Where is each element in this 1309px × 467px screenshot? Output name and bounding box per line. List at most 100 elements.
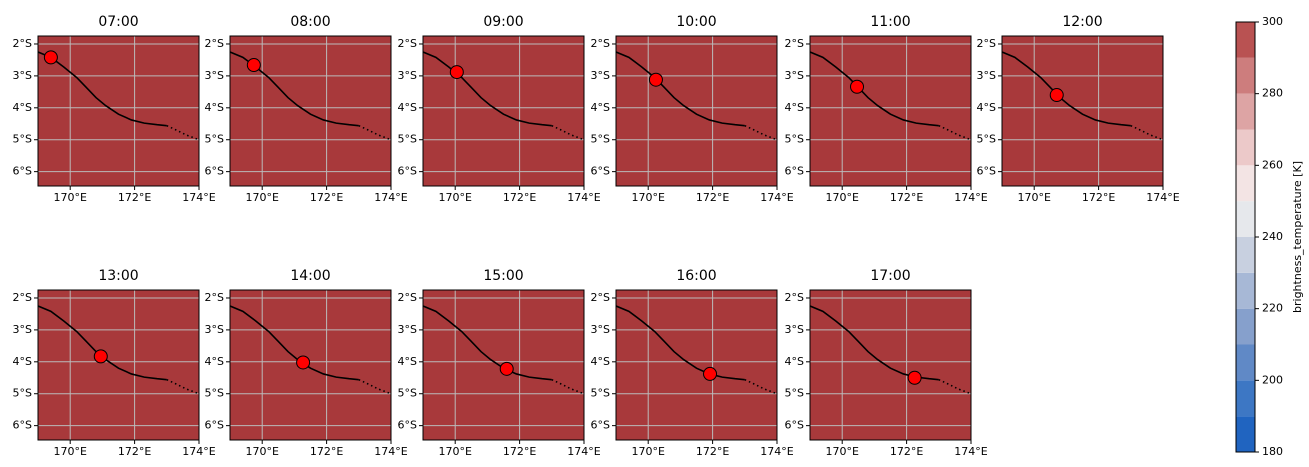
forecast-track-line — [551, 124, 584, 141]
y-tick-label: 2°S — [398, 37, 417, 50]
forecast-track-line — [938, 124, 971, 141]
panel-title: 16:00 — [676, 268, 716, 284]
colorbar-bin — [1236, 416, 1255, 452]
track-line — [810, 51, 939, 127]
x-tick-label: 174°E — [374, 191, 407, 204]
panel-title: 08:00 — [290, 14, 330, 30]
panel-title: 15:00 — [483, 268, 523, 284]
x-tick-label: 172°E — [1082, 191, 1115, 204]
x-tick-label: 170°E — [438, 191, 471, 204]
colorbar-bin — [1236, 237, 1255, 273]
x-tick-label: 172°E — [890, 445, 923, 458]
y-tick-label: 2°S — [205, 291, 224, 304]
x-tick-label: 172°E — [118, 445, 151, 458]
y-tick-label: 2°S — [977, 37, 996, 50]
y-tick-label: 4°S — [205, 355, 224, 368]
y-tick-label: 3°S — [785, 69, 804, 82]
x-tick-label: 170°E — [1017, 191, 1050, 204]
y-tick-label: 3°S — [398, 323, 417, 336]
map-panel: 09:00 170°E 172°E 174°E 2°S 3°S 4°S 5°S 6°S — [398, 14, 601, 204]
x-tick-label: 172°E — [503, 191, 536, 204]
map-background — [38, 290, 199, 440]
forecast-track-line — [744, 124, 777, 141]
track-line — [616, 51, 745, 127]
x-tick-label: 170°E — [825, 191, 858, 204]
map-background — [230, 290, 391, 440]
panel-title: 17:00 — [870, 268, 910, 284]
x-tick-label: 174°E — [760, 445, 793, 458]
colorbar-bin — [1236, 380, 1255, 417]
y-tick-label: 4°S — [977, 101, 996, 114]
x-tick-label: 170°E — [53, 445, 86, 458]
panel-frame — [615, 35, 778, 187]
colorbar-bin — [1236, 165, 1255, 202]
panel-frame — [37, 35, 200, 187]
y-tick-label: 4°S — [13, 101, 32, 114]
x-tick-label: 172°E — [890, 191, 923, 204]
y-tick-label: 2°S — [785, 37, 804, 50]
y-tick-label: 5°S — [591, 133, 610, 146]
x-tick-label: 174°E — [1146, 191, 1179, 204]
map-background — [616, 290, 777, 440]
map-panel: 13:00 170°E 172°E 174°E 2°S 3°S 4°S 5°S 6°S — [13, 268, 216, 458]
y-tick-label: 3°S — [785, 323, 804, 336]
y-tick-label: 6°S — [398, 419, 417, 432]
forecast-track-line — [166, 378, 199, 395]
y-tick-label: 5°S — [591, 387, 610, 400]
position-marker — [43, 50, 58, 65]
panel-title: 10:00 — [676, 14, 716, 30]
forecast-track-line — [938, 378, 971, 395]
y-tick-label: 3°S — [398, 69, 417, 82]
panel-frame — [809, 35, 972, 187]
panel-frame — [229, 35, 392, 187]
colorbar-tick-label: 280 — [1262, 87, 1283, 100]
position-marker — [93, 349, 108, 364]
y-tick-label: 6°S — [591, 419, 610, 432]
position-marker — [648, 72, 663, 87]
y-tick-label: 5°S — [13, 387, 32, 400]
y-tick-label: 3°S — [205, 323, 224, 336]
panel-title: 13:00 — [98, 268, 138, 284]
map-background — [810, 290, 971, 440]
x-tick-label: 174°E — [567, 445, 600, 458]
y-tick-label: 2°S — [205, 37, 224, 50]
y-tick-label: 6°S — [785, 419, 804, 432]
y-tick-label: 5°S — [205, 387, 224, 400]
x-tick-label: 170°E — [245, 445, 278, 458]
track-line — [230, 305, 359, 381]
y-tick-label: 2°S — [591, 37, 610, 50]
x-tick-label: 172°E — [310, 445, 343, 458]
colorbar-bin — [1236, 129, 1255, 166]
x-tick-label: 172°E — [503, 445, 536, 458]
track-line — [423, 305, 552, 381]
colorbar-tick-label: 180 — [1262, 445, 1283, 458]
forecast-track-line — [1130, 124, 1163, 141]
x-tick-label: 172°E — [696, 191, 729, 204]
y-tick-label: 5°S — [13, 133, 32, 146]
y-tick-label: 5°S — [205, 133, 224, 146]
map-background — [38, 36, 199, 186]
position-marker — [296, 355, 311, 370]
y-tick-label: 5°S — [977, 133, 996, 146]
x-tick-label: 174°E — [182, 445, 215, 458]
colorbar-label: brightness_temperature [K] — [1291, 161, 1304, 313]
forecast-track-line — [744, 378, 777, 395]
y-tick-label: 2°S — [13, 291, 32, 304]
x-tick-label: 172°E — [118, 191, 151, 204]
y-tick-label: 4°S — [13, 355, 32, 368]
x-tick-label: 170°E — [438, 445, 471, 458]
x-tick-label: 174°E — [954, 191, 987, 204]
colorbar-bin — [1236, 93, 1255, 130]
panel-frame — [229, 289, 392, 441]
forecast-track-line — [358, 124, 391, 141]
y-tick-label: 3°S — [13, 69, 32, 82]
panel-title: 07:00 — [98, 14, 138, 30]
y-tick-label: 3°S — [591, 323, 610, 336]
panel-frame — [422, 289, 585, 441]
map-background — [810, 36, 971, 186]
track-line — [38, 51, 167, 127]
y-tick-label: 2°S — [398, 291, 417, 304]
y-tick-label: 4°S — [785, 355, 804, 368]
x-tick-label: 174°E — [374, 445, 407, 458]
